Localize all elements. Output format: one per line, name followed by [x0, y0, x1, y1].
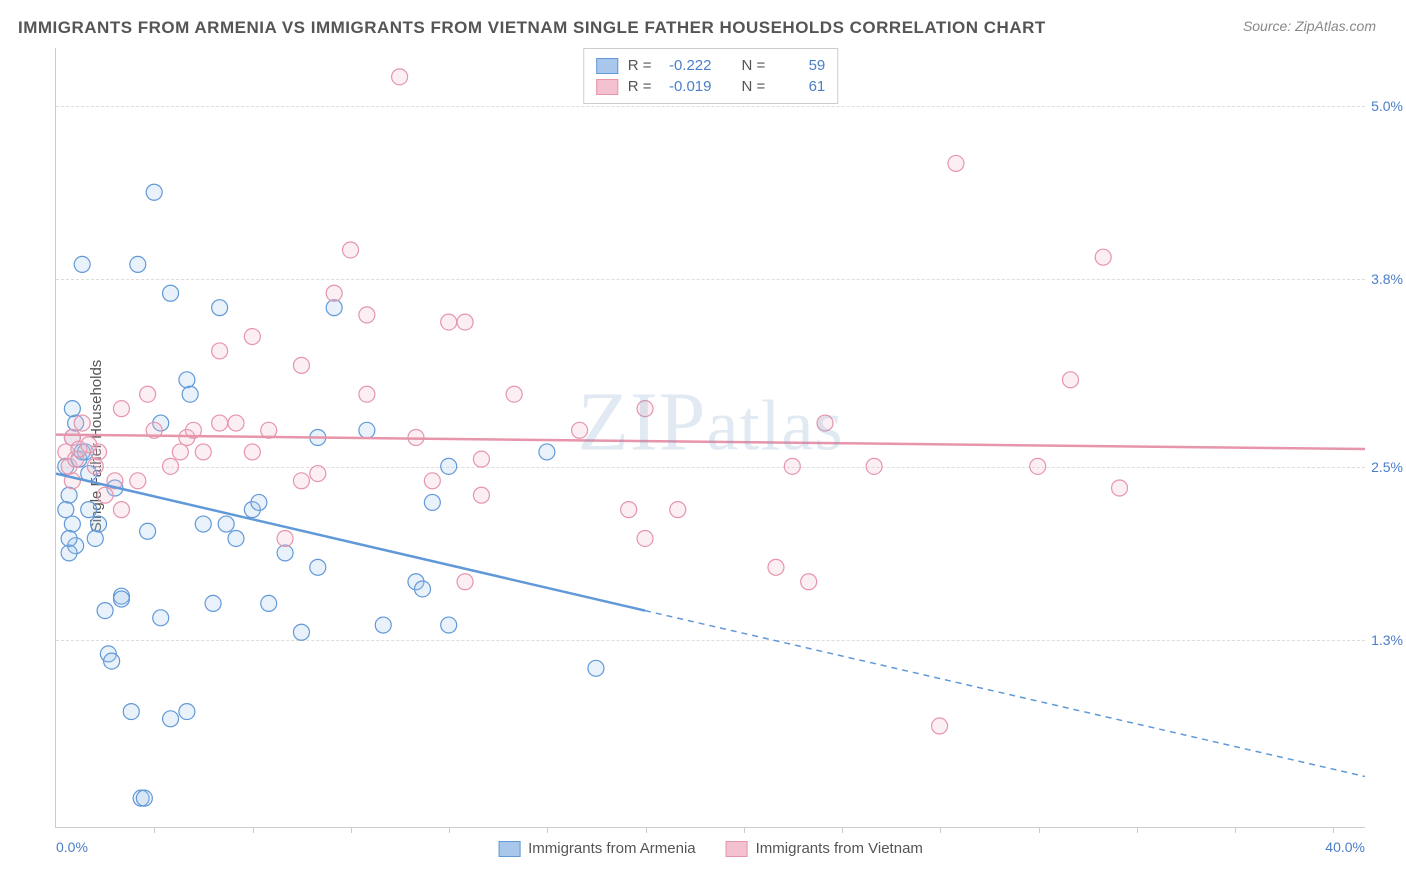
R-label: R = [628, 78, 652, 95]
swatch-armenia-icon [498, 841, 520, 857]
R-label: R = [628, 57, 652, 74]
scatter-plot-svg [56, 48, 1365, 827]
x-minor-tick [1039, 827, 1040, 833]
chart-title: IMMIGRANTS FROM ARMENIA VS IMMIGRANTS FR… [18, 18, 1046, 38]
legend-item-armenia: Immigrants from Armenia [498, 840, 696, 857]
swatch-vietnam [596, 79, 618, 95]
series-legend: Immigrants from Armenia Immigrants from … [498, 840, 923, 857]
x-minor-tick [547, 827, 548, 833]
swatch-vietnam-icon [726, 841, 748, 857]
R-value-armenia: -0.222 [662, 57, 712, 74]
x-minor-tick [940, 827, 941, 833]
legend-label-armenia: Immigrants from Armenia [528, 840, 696, 857]
legend-item-vietnam: Immigrants from Vietnam [726, 840, 923, 857]
x-minor-tick [842, 827, 843, 833]
chart-area: ZIPatlas R = -0.222 N = 59 R = -0.019 N … [55, 48, 1365, 828]
x-minor-tick [744, 827, 745, 833]
legend-label-vietnam: Immigrants from Vietnam [756, 840, 923, 857]
R-value-vietnam: -0.019 [662, 78, 712, 95]
correlation-legend: R = -0.222 N = 59 R = -0.019 N = 61 [583, 48, 839, 104]
x-minor-tick [253, 827, 254, 833]
N-label: N = [742, 57, 766, 74]
x-minor-tick [646, 827, 647, 833]
x-minor-tick [1137, 827, 1138, 833]
N-value-vietnam: 61 [775, 78, 825, 95]
x-minor-tick [351, 827, 352, 833]
x-minor-tick [449, 827, 450, 833]
x-tick-max: 40.0% [1325, 839, 1365, 855]
x-tick-min: 0.0% [56, 839, 88, 855]
N-value-armenia: 59 [775, 57, 825, 74]
N-label: N = [742, 78, 766, 95]
x-minor-tick [1235, 827, 1236, 833]
legend-row-armenia: R = -0.222 N = 59 [596, 55, 826, 76]
source-label: Source: ZipAtlas.com [1243, 18, 1376, 34]
legend-row-vietnam: R = -0.019 N = 61 [596, 76, 826, 97]
x-minor-tick [154, 827, 155, 833]
swatch-armenia [596, 58, 618, 74]
x-minor-tick [1333, 827, 1334, 833]
